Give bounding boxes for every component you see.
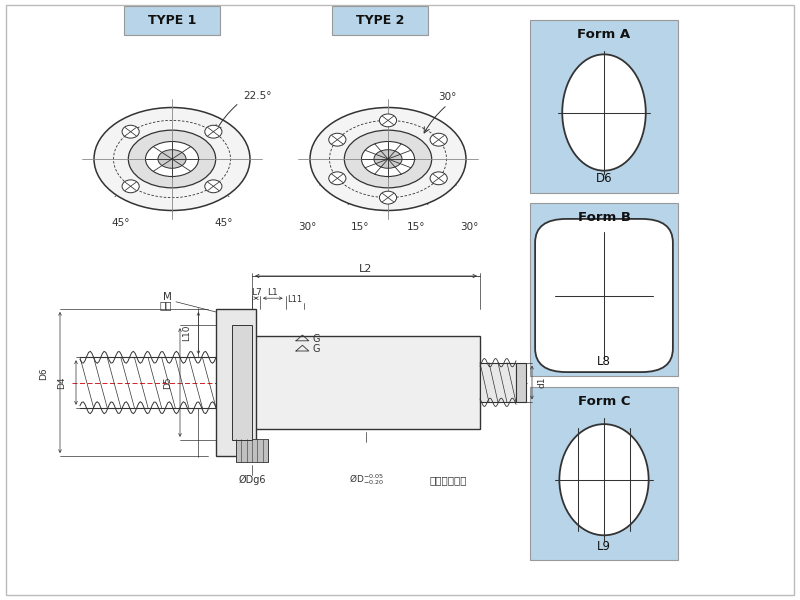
Ellipse shape	[362, 142, 414, 176]
Ellipse shape	[430, 172, 447, 185]
Text: 15°: 15°	[350, 222, 369, 232]
Text: D5: D5	[162, 376, 172, 389]
Text: 22.5°: 22.5°	[243, 91, 271, 101]
Text: d1: d1	[537, 377, 546, 388]
Text: M: M	[163, 292, 172, 302]
Ellipse shape	[94, 107, 250, 211]
Ellipse shape	[344, 130, 432, 188]
Text: G: G	[313, 334, 320, 344]
Text: Form B: Form B	[578, 211, 630, 224]
Text: 15°: 15°	[407, 222, 426, 232]
Ellipse shape	[559, 424, 649, 535]
Ellipse shape	[205, 125, 222, 138]
Text: 油孔: 油孔	[159, 300, 172, 310]
Text: 30°: 30°	[460, 222, 478, 232]
Ellipse shape	[122, 125, 139, 138]
Ellipse shape	[310, 107, 466, 211]
FancyBboxPatch shape	[535, 219, 673, 372]
Text: D6: D6	[596, 172, 612, 185]
Ellipse shape	[122, 180, 139, 193]
Text: G: G	[313, 344, 320, 354]
Text: L11: L11	[287, 295, 302, 304]
Ellipse shape	[146, 142, 198, 176]
Text: ØDg6: ØDg6	[238, 475, 266, 485]
Ellipse shape	[374, 150, 402, 168]
Text: 30°: 30°	[438, 92, 457, 102]
Ellipse shape	[430, 133, 447, 146]
Text: TYPE 2: TYPE 2	[356, 14, 404, 27]
Text: D6: D6	[39, 367, 49, 380]
Bar	[216, 309, 256, 456]
Ellipse shape	[379, 191, 397, 204]
Ellipse shape	[329, 133, 346, 146]
Bar	[516, 362, 526, 402]
Ellipse shape	[379, 114, 397, 127]
Text: TYPE 1: TYPE 1	[148, 14, 196, 27]
FancyBboxPatch shape	[123, 6, 221, 35]
Ellipse shape	[329, 172, 346, 185]
Text: L10: L10	[182, 325, 191, 341]
Ellipse shape	[158, 150, 186, 168]
Text: 45°: 45°	[214, 218, 233, 229]
Bar	[480, 362, 516, 402]
FancyBboxPatch shape	[530, 387, 678, 560]
Text: L1: L1	[267, 289, 278, 297]
FancyBboxPatch shape	[530, 20, 678, 193]
FancyBboxPatch shape	[530, 203, 678, 376]
Text: L2: L2	[359, 264, 373, 274]
Ellipse shape	[205, 180, 222, 193]
FancyBboxPatch shape	[331, 6, 429, 35]
Text: 45°: 45°	[111, 218, 130, 229]
Bar	[236, 439, 268, 462]
Bar	[252, 336, 480, 429]
Ellipse shape	[128, 130, 216, 188]
Text: L8: L8	[597, 355, 611, 368]
Text: Form A: Form A	[578, 28, 630, 41]
Bar	[232, 325, 252, 440]
Text: L9: L9	[597, 539, 611, 553]
Text: Form C: Form C	[578, 395, 630, 408]
Text: L7: L7	[250, 289, 262, 297]
Text: 两端附刮刷器: 两端附刮刷器	[430, 475, 466, 485]
Text: ØD$^{-0.05}_{-0.20}$: ØD$^{-0.05}_{-0.20}$	[349, 473, 383, 487]
Ellipse shape	[562, 55, 646, 170]
Text: D4: D4	[57, 376, 66, 389]
Text: 30°: 30°	[298, 222, 316, 232]
